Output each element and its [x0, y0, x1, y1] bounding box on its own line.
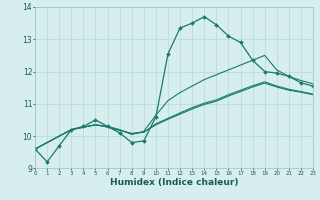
X-axis label: Humidex (Indice chaleur): Humidex (Indice chaleur)	[110, 178, 238, 187]
